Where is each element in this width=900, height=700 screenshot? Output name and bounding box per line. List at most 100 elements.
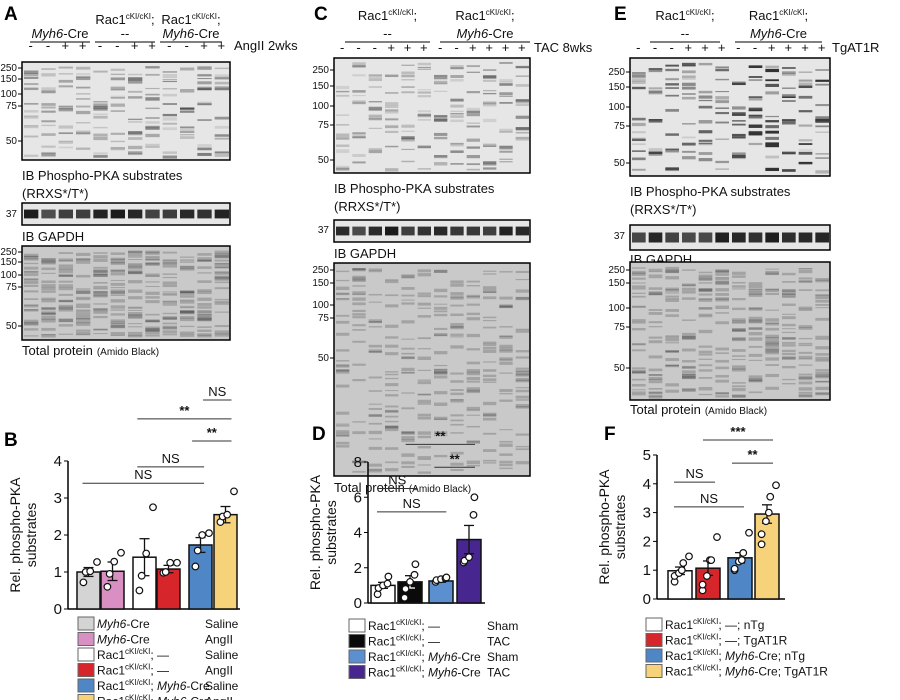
band — [632, 86, 646, 90]
band — [466, 333, 480, 338]
band — [648, 287, 663, 290]
band — [145, 296, 160, 299]
band — [648, 292, 663, 296]
band — [715, 100, 729, 104]
band — [162, 276, 177, 279]
band — [682, 376, 696, 380]
band — [815, 116, 829, 120]
band — [336, 411, 350, 415]
band — [782, 100, 796, 102]
band — [180, 134, 195, 136]
band — [698, 329, 713, 334]
band — [162, 151, 177, 154]
data-point — [79, 578, 88, 587]
band — [815, 335, 829, 339]
band — [180, 316, 195, 319]
data-point — [764, 508, 773, 517]
transgene-name: Myh6 — [456, 26, 489, 41]
phospho-pka-blot — [21, 61, 231, 161]
band — [385, 427, 399, 432]
band — [352, 161, 366, 164]
legend-swatch — [77, 694, 95, 700]
data-point — [149, 503, 157, 512]
band — [417, 393, 431, 396]
band — [93, 328, 108, 331]
band — [41, 73, 56, 77]
band — [41, 209, 56, 219]
data-point — [442, 573, 451, 582]
band — [782, 120, 796, 124]
band — [58, 66, 73, 69]
band — [515, 99, 529, 102]
band — [798, 289, 813, 291]
band — [698, 100, 713, 102]
band — [815, 103, 829, 107]
band — [214, 255, 229, 259]
band — [336, 384, 350, 388]
band — [815, 232, 829, 243]
band — [352, 277, 366, 279]
y-tick-label: 6 — [354, 489, 362, 506]
band — [336, 226, 350, 236]
band — [682, 377, 696, 379]
band — [499, 358, 513, 362]
band — [162, 155, 177, 159]
band — [110, 291, 125, 295]
band — [715, 107, 729, 109]
mw-marker: 50 — [318, 155, 330, 166]
band — [180, 131, 195, 134]
band — [368, 321, 382, 323]
band — [748, 65, 763, 68]
band — [214, 325, 229, 328]
caption-stain: (Amido Black) — [705, 406, 767, 417]
band — [401, 338, 415, 340]
band — [434, 371, 448, 374]
legend-gene: Rac1 — [368, 650, 396, 664]
band — [748, 327, 763, 331]
data-point — [469, 510, 478, 519]
band — [782, 303, 796, 306]
band — [648, 119, 663, 122]
data-point — [110, 557, 119, 566]
band — [214, 272, 229, 275]
data-point — [193, 546, 202, 555]
band — [782, 119, 796, 122]
band — [698, 358, 713, 360]
band — [648, 391, 663, 395]
band — [466, 312, 480, 316]
band — [76, 292, 91, 295]
band — [41, 106, 56, 108]
band — [76, 320, 91, 323]
band — [417, 446, 431, 449]
band — [698, 298, 713, 302]
band — [483, 75, 497, 79]
legend-transgene: Myh6 — [428, 666, 458, 680]
band — [180, 317, 195, 322]
band — [466, 146, 480, 149]
band — [401, 461, 415, 465]
band — [782, 272, 796, 276]
band — [24, 262, 39, 265]
band — [450, 110, 464, 113]
band — [682, 297, 696, 300]
band — [162, 318, 177, 320]
band — [128, 314, 143, 318]
band — [214, 125, 229, 129]
band — [197, 152, 212, 156]
band — [732, 329, 746, 332]
band — [632, 343, 646, 346]
band — [180, 290, 195, 294]
band — [58, 108, 73, 110]
band — [93, 155, 108, 158]
band — [197, 316, 212, 319]
band — [434, 313, 448, 317]
band — [385, 468, 399, 472]
band — [466, 91, 480, 94]
band — [24, 116, 39, 119]
band — [180, 110, 195, 113]
band — [732, 307, 746, 311]
band — [417, 62, 431, 66]
band — [128, 323, 143, 325]
band — [401, 294, 415, 297]
band — [466, 226, 480, 236]
